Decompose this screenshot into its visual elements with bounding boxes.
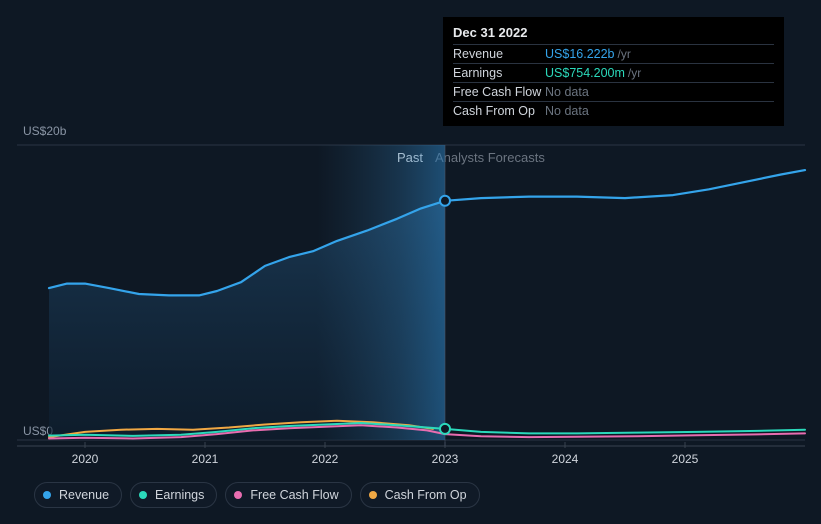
- tooltip-row-label: Revenue: [453, 47, 545, 61]
- x-tick-label: 2022: [312, 452, 339, 466]
- tooltip-row-unit: /yr: [618, 47, 631, 61]
- marker-earnings: [440, 424, 450, 434]
- marker-revenue: [440, 196, 450, 206]
- tooltip-row: RevenueUS$16.222b/yr: [453, 44, 774, 63]
- x-tick-label: 2021: [192, 452, 219, 466]
- tooltip-row-label: Free Cash Flow: [453, 85, 545, 99]
- tooltip-row: Cash From OpNo data: [453, 101, 774, 120]
- x-tick-label: 2024: [552, 452, 579, 466]
- legend-dot-icon: [43, 491, 51, 499]
- legend-cfo[interactable]: Cash From Op: [360, 482, 480, 508]
- legend-dot-icon: [369, 491, 377, 499]
- tooltip-row: EarningsUS$754.200m/yr: [453, 63, 774, 82]
- legend: Revenue Earnings Free Cash Flow Cash From O…: [34, 482, 480, 508]
- tooltip-row-label: Earnings: [453, 66, 545, 80]
- x-tick-label: 2023: [432, 452, 459, 466]
- legend-label: Cash From Op: [385, 488, 467, 502]
- tooltip-row-value: No data: [545, 85, 589, 99]
- legend-label: Earnings: [155, 488, 204, 502]
- tooltip-row-unit: /yr: [628, 66, 641, 80]
- tooltip-row-label: Cash From Op: [453, 104, 545, 118]
- x-tick-label: 2020: [72, 452, 99, 466]
- legend-dot-icon: [139, 491, 147, 499]
- chart-tooltip: Dec 31 2022 RevenueUS$16.222b/yrEarnings…: [443, 17, 784, 126]
- legend-earnings[interactable]: Earnings: [130, 482, 217, 508]
- tooltip-row-value: US$16.222b: [545, 47, 615, 61]
- tooltip-row-value: US$754.200m: [545, 66, 625, 80]
- tooltip-row-value: No data: [545, 104, 589, 118]
- x-tick-label: 2025: [672, 452, 699, 466]
- tooltip-row: Free Cash FlowNo data: [453, 82, 774, 101]
- tooltip-date: Dec 31 2022: [453, 25, 774, 44]
- legend-dot-icon: [234, 491, 242, 499]
- legend-fcf[interactable]: Free Cash Flow: [225, 482, 351, 508]
- legend-label: Revenue: [59, 488, 109, 502]
- earnings-revenue-chart: US$20b US$0 Past Analysts Forecasts 2020…: [17, 0, 805, 524]
- legend-label: Free Cash Flow: [250, 488, 338, 502]
- legend-revenue[interactable]: Revenue: [34, 482, 122, 508]
